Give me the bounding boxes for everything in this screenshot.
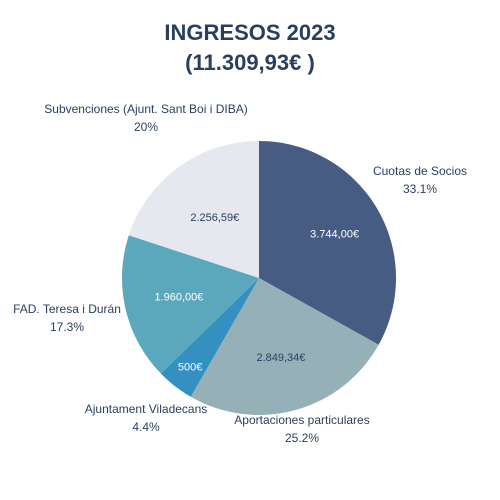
slice-name-label-fad-teresa-i-duran: FAD. Teresa i Durán [13,302,121,316]
slice-value-label-subvenciones-ajunt-sant-boi-i-diba: 2.256,59€ [190,212,239,224]
pie-slice-cuotas-de-socios[interactable] [259,141,397,345]
slice-percent-label-subvenciones-ajunt-sant-boi-i-diba: 20% [134,120,158,134]
slice-name-label-cuotas-de-socios: Cuotas de Socios [373,164,467,178]
slice-percent-label-fad-teresa-i-duran: 17.3% [50,320,84,334]
slice-percent-label-ajuntament-viladecans: 4.4% [132,420,160,434]
slice-percent-label-aportaciones-particulares: 25.2% [285,431,319,445]
slice-name-label-aportaciones-particulares: Aportaciones particulares [234,413,369,427]
chart-title-main: INGRESOS 2023 [164,20,336,45]
pie-slice-subvenciones-ajunt-sant-boi-i-diba[interactable] [128,141,259,278]
slice-name-label-subvenciones-ajunt-sant-boi-i-diba: Subvenciones (Ajunt. Sant Boi i DIBA) [44,102,247,116]
chart-title: INGRESOS 2023 (11.309,93€ ) [0,18,500,78]
slice-percent-label-cuotas-de-socios: 33.1% [403,182,437,196]
slice-name-label-ajuntament-viladecans: Ajuntament Viladecans [85,402,208,416]
slice-value-label-ajuntament-viladecans: 500€ [178,362,202,374]
pie-slice-ajuntament-viladecans[interactable] [160,278,259,397]
slice-value-label-aportaciones-particulares: 2.849,34€ [256,352,305,364]
chart-title-subtitle: (11.309,93€ ) [185,50,315,75]
slice-value-label-fad-teresa-i-duran: 1.960,00€ [154,292,203,304]
pie-slice-aportaciones-particulares[interactable] [190,278,379,415]
slice-value-label-cuotas-de-socios: 3.744,00€ [310,229,359,241]
pie-slice-fad-teresa-i-duran[interactable] [121,235,259,374]
